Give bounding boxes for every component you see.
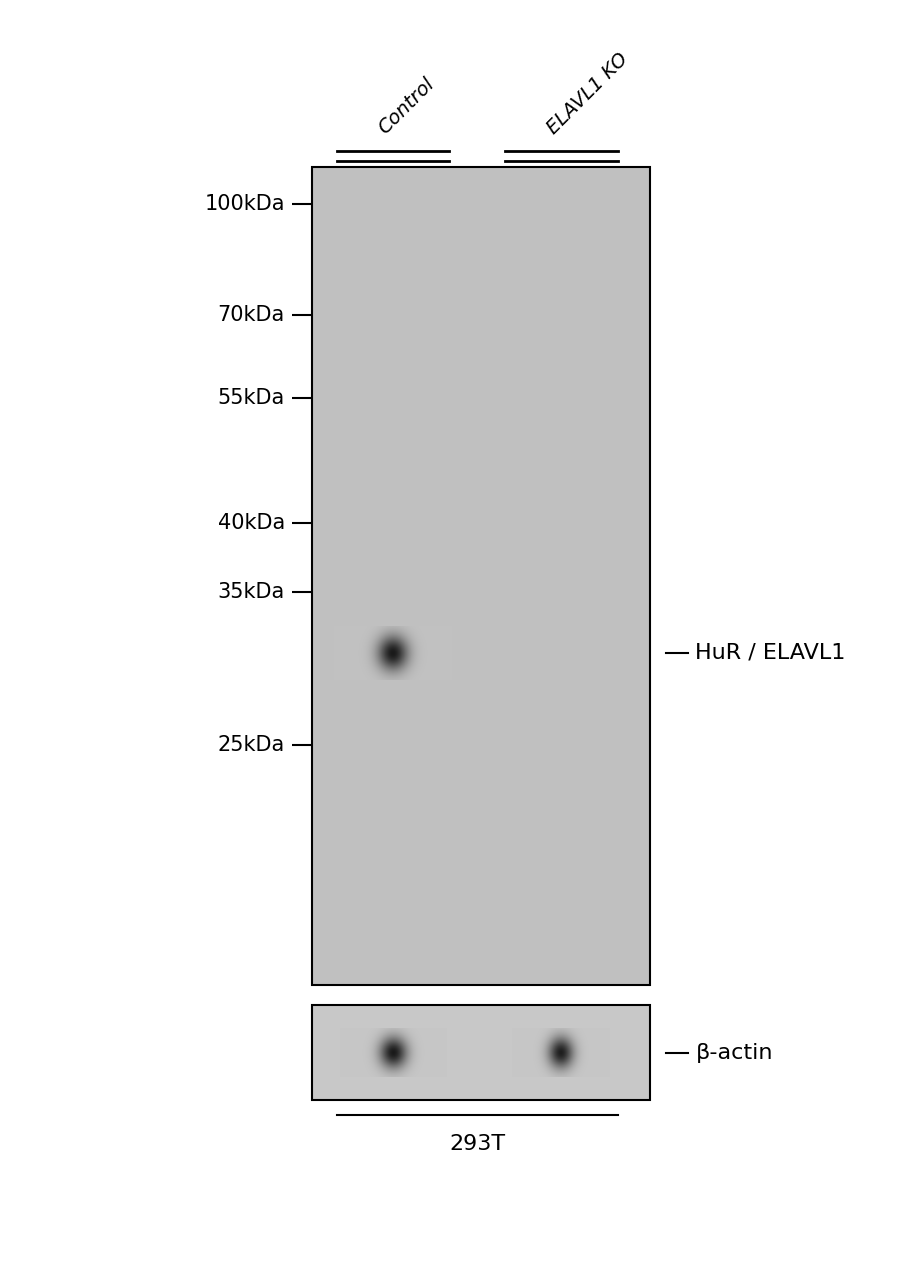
Text: 35kDa: 35kDa <box>217 582 285 603</box>
Text: Control: Control <box>374 74 438 138</box>
Text: 40kDa: 40kDa <box>217 513 285 532</box>
Text: 100kDa: 100kDa <box>204 195 285 214</box>
Text: β-actin: β-actin <box>695 1042 772 1062</box>
Text: 25kDa: 25kDa <box>217 735 285 755</box>
Text: ELAVL1 KO: ELAVL1 KO <box>543 50 631 138</box>
Text: 70kDa: 70kDa <box>217 305 285 325</box>
Text: HuR / ELAVL1: HuR / ELAVL1 <box>695 643 845 663</box>
Text: 55kDa: 55kDa <box>217 388 285 408</box>
Text: 293T: 293T <box>448 1134 504 1155</box>
Bar <box>311 168 649 984</box>
Bar <box>311 1005 649 1100</box>
